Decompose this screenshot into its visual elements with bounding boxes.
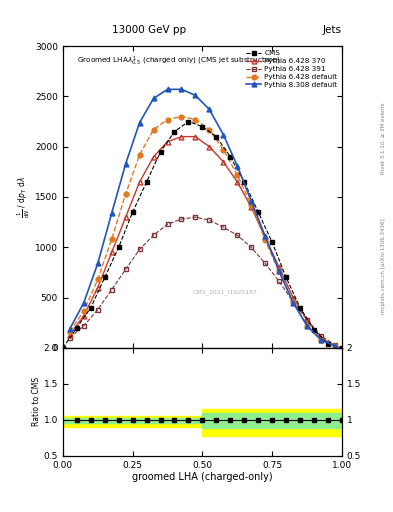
Y-axis label: $\frac{1}{\mathrm{d}N}$ / $\mathrm{d}p_\mathrm{T}$ $\mathrm{d}\lambda$: $\frac{1}{\mathrm{d}N}$ / $\mathrm{d}p_\… [16, 176, 32, 218]
Text: CMS_2021_I1920187: CMS_2021_I1920187 [192, 290, 257, 295]
Text: Rivet 3.1.10, ≥ 3M events: Rivet 3.1.10, ≥ 3M events [381, 102, 386, 174]
Y-axis label: Ratio to CMS: Ratio to CMS [32, 377, 41, 426]
Text: Groomed LHA$\lambda^{1}_{0.5}$ (charged only) (CMS jet substructure): Groomed LHA$\lambda^{1}_{0.5}$ (charged … [77, 55, 280, 69]
X-axis label: groomed LHA (charged-only): groomed LHA (charged-only) [132, 472, 273, 482]
Text: Jets: Jets [323, 25, 342, 35]
Text: 13000 GeV pp: 13000 GeV pp [112, 25, 186, 35]
Legend: CMS, Pythia 6.428 370, Pythia 6.428 391, Pythia 6.428 default, Pythia 8.308 defa: CMS, Pythia 6.428 370, Pythia 6.428 391,… [244, 48, 340, 91]
Text: mcplots.cern.ch [arXiv:1306.3436]: mcplots.cern.ch [arXiv:1306.3436] [381, 219, 386, 314]
